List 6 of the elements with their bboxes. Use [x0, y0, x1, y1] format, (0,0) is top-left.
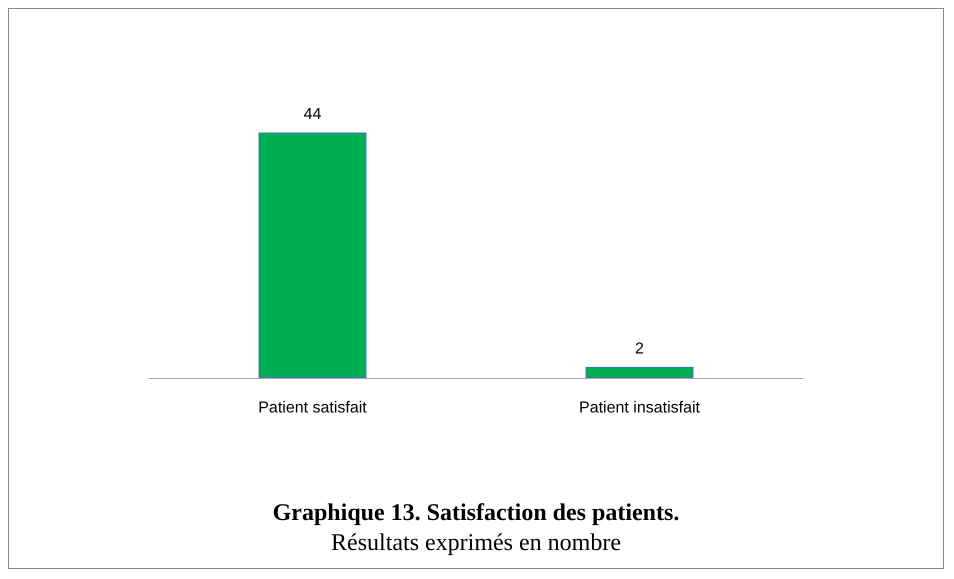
x-tick-label: Patient satisfait: [258, 400, 368, 416]
data-label: 2: [635, 340, 644, 358]
text: Graphique 13. Satisfaction des patients.: [272, 500, 680, 526]
data-label: 44: [304, 106, 322, 123]
x-tick-label: Patient insatisfait: [579, 400, 701, 416]
text: Résultats exprimés en nombre: [331, 530, 621, 556]
